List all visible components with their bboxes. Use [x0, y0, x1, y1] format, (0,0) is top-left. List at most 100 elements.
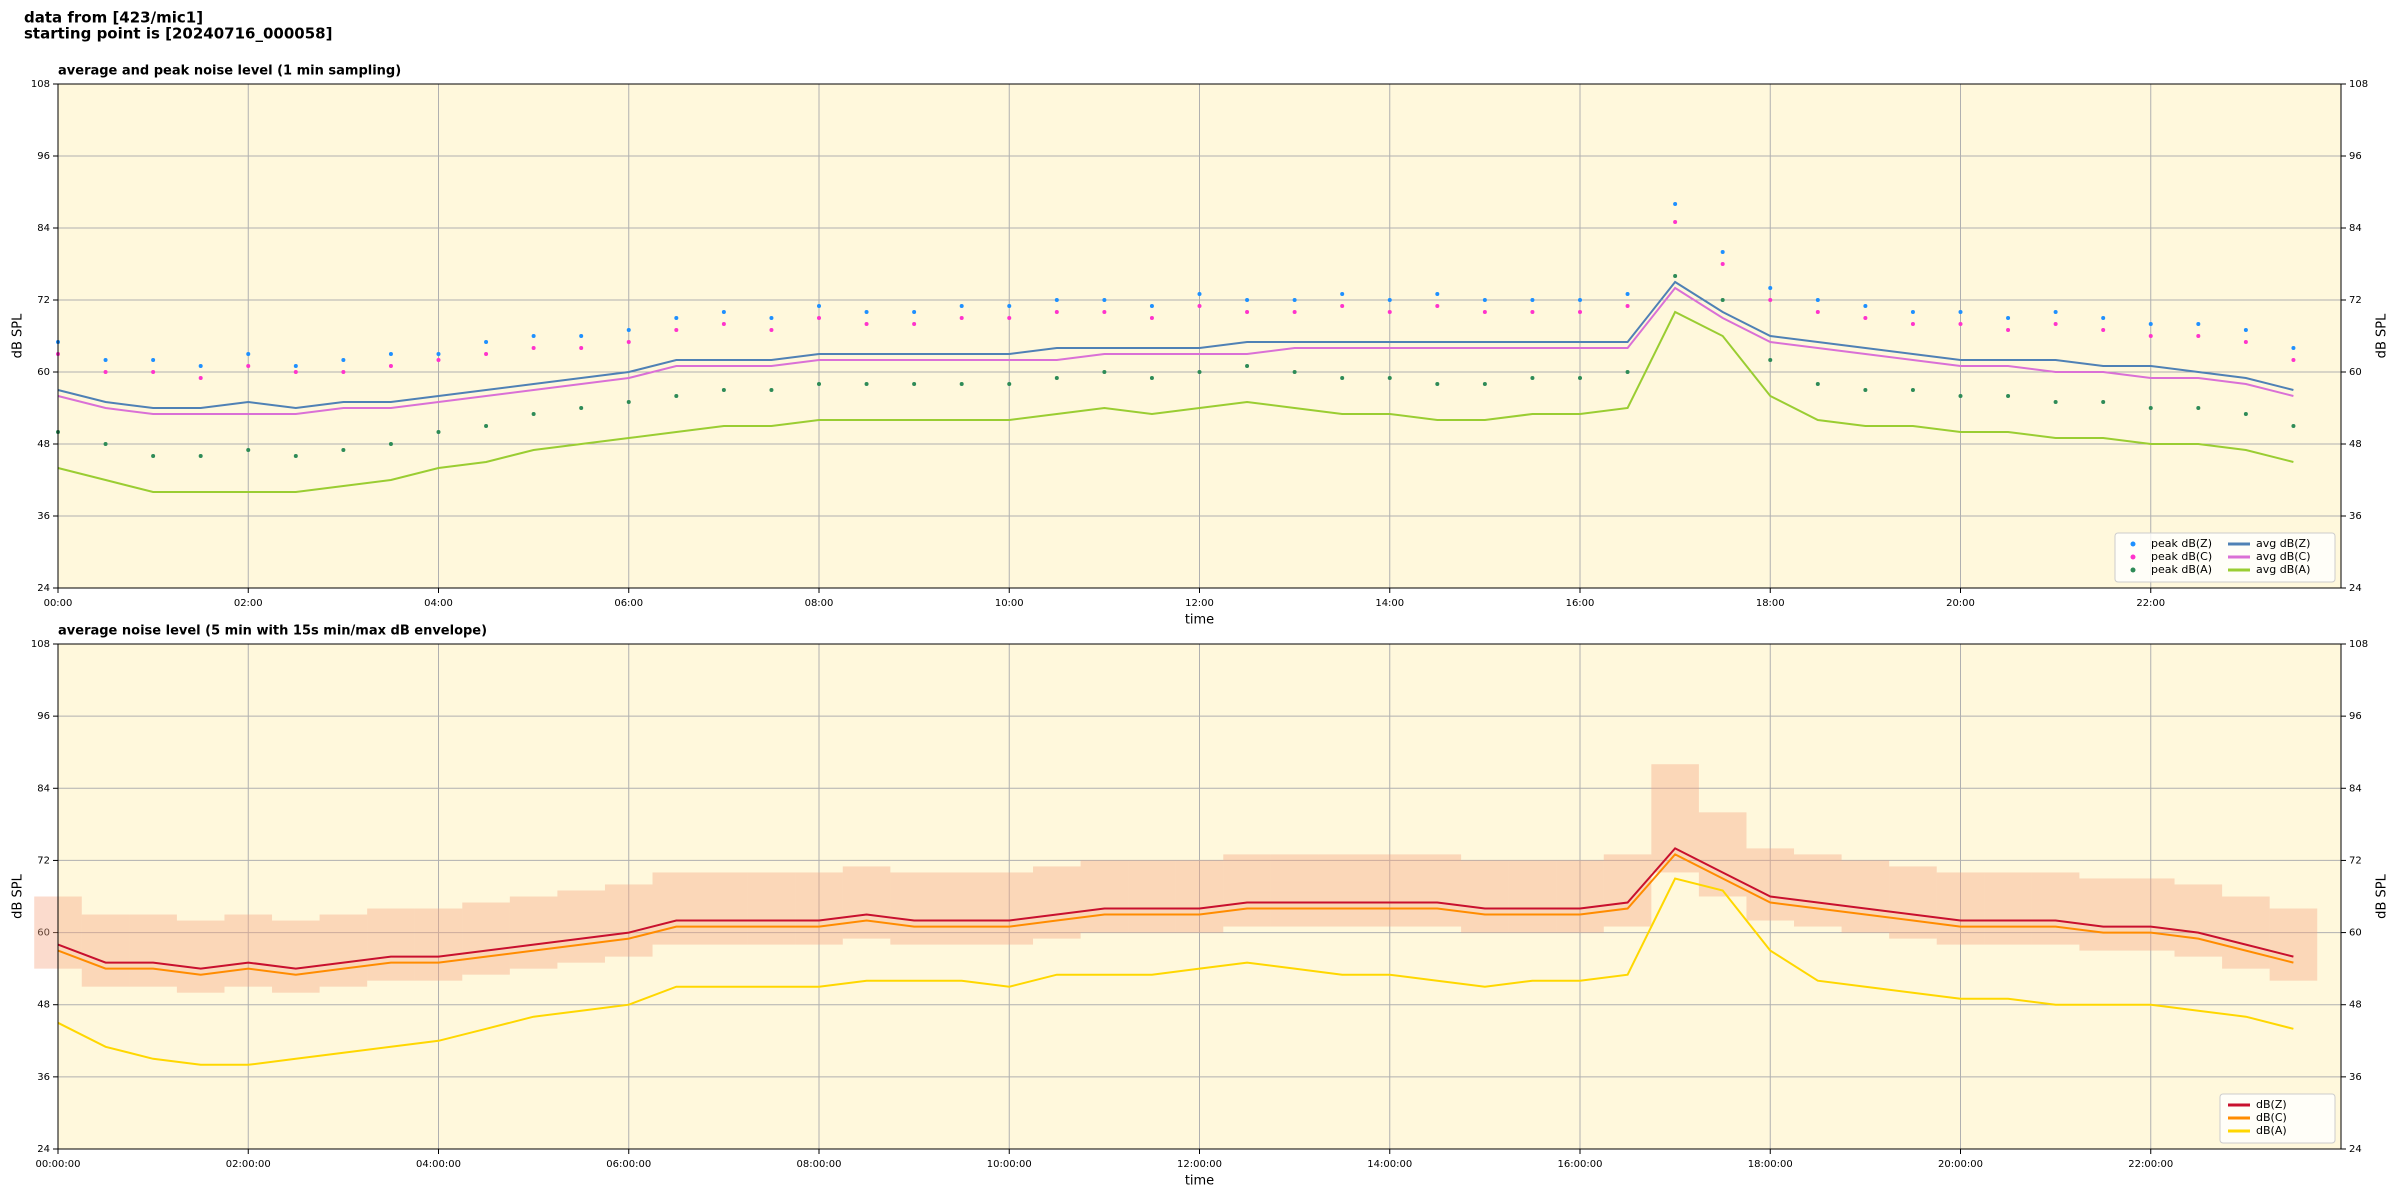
peak-point — [721, 322, 726, 326]
envelope — [2126, 878, 2175, 951]
legend-label: dB(Z) — [2256, 1098, 2287, 1111]
envelope — [1508, 860, 1557, 933]
y-tick-label: 60 — [37, 928, 50, 939]
x-tick-label: 18:00 — [1756, 598, 1785, 609]
peak-point — [1102, 298, 1107, 302]
peak-point — [341, 358, 346, 362]
y-tick-label: 96 — [37, 711, 50, 722]
legend-box — [2114, 532, 2336, 583]
envelope — [1936, 872, 1985, 945]
peak-point — [864, 310, 869, 314]
y-tick-label: 60 — [2349, 928, 2362, 939]
peak-point — [1863, 316, 1868, 320]
envelope — [2222, 896, 2270, 969]
envelope — [1080, 860, 1129, 933]
legend-label: peak dB(C) — [2151, 550, 2212, 563]
envelope — [1556, 860, 1604, 933]
y-tick-label: 48 — [37, 439, 50, 450]
peak-point — [1054, 298, 1059, 302]
peak-point — [2243, 328, 2248, 332]
peak-point — [388, 442, 393, 446]
peak-point — [2243, 412, 2248, 416]
envelope — [224, 914, 273, 987]
peak-point — [1435, 382, 1440, 386]
envelope — [2031, 872, 2080, 945]
peak-point — [1054, 376, 1059, 380]
peak-point — [1340, 292, 1345, 296]
x-tick-label: 12:00 — [1185, 598, 1214, 609]
x-tick-label: 12:00:00 — [1177, 1159, 1222, 1170]
peak-point — [2006, 316, 2011, 320]
x-tick-label: 02:00 — [234, 598, 263, 609]
peak-point — [1863, 304, 1868, 308]
peak-point — [1102, 310, 1107, 314]
peak-point — [1435, 304, 1440, 308]
x-tick-label: 08:00:00 — [797, 1159, 842, 1170]
peak-point — [1720, 262, 1725, 266]
peak-point — [436, 352, 441, 356]
envelope — [1175, 860, 1224, 933]
envelope — [937, 872, 986, 945]
envelope — [81, 914, 130, 987]
legend-label: peak dB(A) — [2151, 563, 2212, 576]
peak-point — [1007, 304, 1012, 308]
peak-point — [388, 352, 393, 356]
legend-label: avg dB(A) — [2256, 563, 2310, 576]
x-tick-label: 00:00 — [44, 598, 73, 609]
peak-point — [2006, 394, 2011, 398]
peak-point — [1530, 376, 1535, 380]
peak-point — [912, 382, 917, 386]
peak-point — [2101, 328, 2106, 332]
envelope — [367, 908, 415, 981]
peak-point — [1292, 370, 1297, 374]
peak-point — [959, 304, 964, 308]
x-tick-label: 16:00 — [1566, 598, 1595, 609]
envelope — [604, 884, 653, 957]
series-line — [57, 847, 2294, 970]
y-tick-label: 36 — [2349, 1072, 2362, 1083]
peak-point — [103, 370, 108, 374]
envelope — [700, 872, 748, 945]
x-tick-label: 08:00 — [805, 598, 834, 609]
envelope — [1698, 812, 1747, 897]
subplot-title: average noise level (5 min with 15s min/… — [58, 624, 487, 639]
peak-point — [484, 340, 489, 344]
peak-point — [1720, 298, 1725, 302]
peak-point — [626, 340, 631, 344]
x-tick-label: 06:00:00 — [606, 1159, 651, 1170]
y-tick-label: 48 — [2349, 1000, 2362, 1011]
y-tick-label: 84 — [37, 223, 50, 234]
envelope — [414, 908, 463, 981]
peak-point — [1910, 310, 1915, 314]
series-line — [57, 280, 2294, 410]
peak-point — [151, 454, 156, 458]
peak-point — [1482, 382, 1487, 386]
envelope — [2174, 884, 2223, 957]
peak-point — [484, 352, 489, 356]
peak-point — [1149, 304, 1154, 308]
y-axis-label: dB SPL — [11, 313, 26, 358]
peak-point — [198, 376, 203, 380]
legend-label: peak dB(Z) — [2151, 537, 2212, 550]
peak-point — [1054, 310, 1059, 314]
peak-point — [1530, 310, 1535, 314]
peak-point — [1387, 376, 1392, 380]
y-tick-label: 36 — [37, 511, 50, 522]
y-tick-label: 84 — [2349, 783, 2362, 794]
peak-point — [1673, 274, 1678, 278]
peak-point — [246, 352, 251, 356]
axes-frame — [57, 83, 2342, 589]
peak-point — [436, 430, 441, 434]
peak-point — [436, 358, 441, 362]
axes-frame — [57, 643, 2342, 1150]
x-tick-label: 16:00:00 — [1558, 1159, 1603, 1170]
envelope — [1889, 866, 1937, 939]
peak-point — [1910, 388, 1915, 392]
x-tick-label: 10:00:00 — [987, 1159, 1032, 1170]
peak-point — [769, 388, 774, 392]
peak-point — [912, 322, 917, 326]
peak-point — [1958, 322, 1963, 326]
envelope — [176, 920, 225, 993]
peak-point — [1815, 310, 1820, 314]
